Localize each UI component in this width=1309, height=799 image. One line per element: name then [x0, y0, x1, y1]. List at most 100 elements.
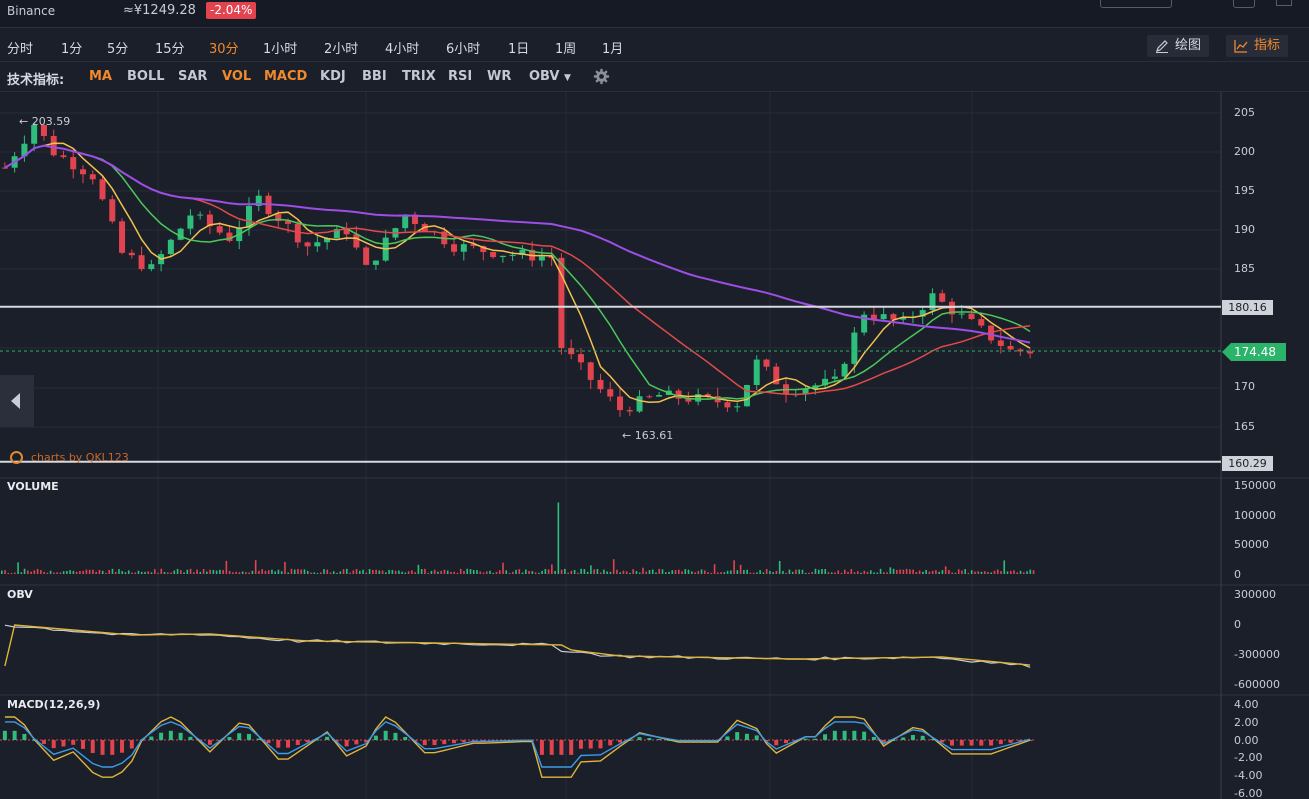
volume-bar — [863, 570, 866, 574]
candle-body — [743, 384, 750, 407]
candle-body — [958, 313, 965, 315]
volume-bar — [531, 571, 534, 574]
candle-body — [773, 366, 780, 385]
volume-bar — [830, 572, 833, 574]
volume-bar — [658, 568, 661, 574]
candle-body — [89, 174, 96, 180]
macd-histogram-bar — [422, 740, 427, 746]
macd-histogram-bar — [637, 737, 642, 740]
chart-area[interactable] — [0, 92, 1309, 799]
indicator-wr[interactable]: WR — [487, 69, 512, 84]
volume-bar — [411, 570, 413, 574]
tab-timeframe[interactable]: 1月 — [602, 42, 624, 57]
volume-bar — [674, 570, 677, 574]
volume-bar — [101, 570, 104, 574]
volume-bar — [717, 572, 719, 574]
indicator-bbi[interactable]: BBI — [362, 69, 387, 84]
volume-bar — [668, 571, 670, 574]
volume-bar — [446, 570, 449, 574]
indicator-ma[interactable]: MA — [89, 69, 112, 84]
candle-body — [870, 314, 877, 320]
fullscreen-icon[interactable] — [1233, 0, 1255, 8]
indicator-button[interactable]: 指标 — [1226, 35, 1289, 57]
tab-timeframe[interactable]: 1小时 — [263, 42, 298, 57]
volume-bar — [730, 570, 732, 574]
volume-bar — [970, 570, 973, 574]
volume-bar — [694, 572, 696, 574]
candle-body — [685, 398, 692, 402]
tick-label: 0 — [1234, 618, 1241, 631]
volume-bar — [121, 571, 124, 574]
volume-bar — [541, 570, 543, 574]
indicator-boll[interactable]: BOLL — [127, 69, 165, 84]
volume-bar — [616, 569, 618, 574]
candle-body — [177, 228, 184, 240]
volume-bar — [525, 569, 527, 574]
scroll-left-button[interactable] — [0, 375, 34, 427]
volume-bar — [935, 570, 937, 574]
volume-bar — [840, 572, 843, 574]
macd-histogram-bar — [559, 740, 564, 755]
star-icon[interactable] — [1276, 0, 1292, 6]
macd-histogram-bar — [325, 736, 330, 740]
tab-timeframe[interactable]: 1分 — [61, 42, 83, 57]
macd-histogram-bar — [725, 736, 730, 740]
timeframe-bar: 分时 1分 5分 15分 30分 1小时 2小时 4小时 6小时 1日 1周 1… — [0, 30, 1309, 62]
volume-bar — [515, 569, 517, 574]
indicator-vol[interactable]: VOL — [222, 69, 252, 84]
tick-label: -2.00 — [1234, 751, 1263, 764]
tab-timeframe[interactable]: 4小时 — [385, 42, 420, 57]
volume-bar — [726, 570, 729, 574]
volume-bar — [235, 571, 237, 574]
indicator-trix[interactable]: TRIX — [402, 69, 436, 84]
draw-button[interactable]: 绘图 — [1147, 35, 1210, 57]
top-settings-button[interactable] — [1100, 0, 1172, 8]
tab-timeframe[interactable]: 分时 — [7, 42, 34, 57]
volume-bar — [866, 571, 869, 574]
volume-bar — [791, 571, 794, 574]
tick-label: 195 — [1234, 184, 1255, 197]
macd-histogram-bar — [207, 740, 212, 745]
volume-bar — [254, 560, 257, 574]
macd-histogram-bar — [461, 740, 466, 743]
volume-bar — [687, 569, 690, 574]
volume-bar — [362, 569, 364, 574]
indicator-sar[interactable]: SAR — [178, 69, 208, 84]
volume-bar — [645, 571, 648, 574]
macd-histogram-bar — [901, 737, 906, 740]
ma20-line — [4, 144, 1031, 396]
indicator-rsi[interactable]: RSI — [448, 69, 473, 84]
ma5-line — [4, 142, 1031, 403]
volume-bar — [375, 569, 377, 574]
candle-body — [480, 246, 487, 253]
volume-bar — [323, 569, 325, 574]
indicator-obv-dropdown[interactable]: OBV ▼ — [529, 69, 571, 84]
tab-timeframe[interactable]: 1日 — [508, 42, 530, 57]
tab-timeframe[interactable]: 15分 — [155, 42, 185, 57]
volume-bar — [440, 570, 442, 574]
volume-bar — [443, 569, 446, 574]
candle-body — [617, 396, 624, 411]
candle-body — [900, 317, 907, 320]
tab-timeframe-active[interactable]: 30分 — [209, 42, 239, 57]
volume-bar — [241, 571, 244, 574]
volume-bar — [342, 569, 345, 574]
volume-bar — [870, 570, 872, 574]
gear-icon[interactable] — [593, 68, 610, 85]
tab-timeframe[interactable]: 5分 — [107, 42, 129, 57]
ma60-line — [4, 144, 1031, 344]
macd-histogram-bar — [735, 732, 740, 740]
volume-bar — [225, 560, 228, 574]
volume-bar — [27, 570, 29, 574]
tab-timeframe[interactable]: 1周 — [555, 42, 577, 57]
tab-timeframe[interactable]: 6小时 — [446, 42, 481, 57]
indicator-macd[interactable]: MACD — [264, 69, 308, 84]
volume-bar — [772, 572, 774, 574]
volume-bar — [638, 572, 641, 574]
indicator-kdj[interactable]: KDJ — [320, 69, 346, 84]
tab-timeframe[interactable]: 2小时 — [324, 42, 359, 57]
volume-bar — [808, 572, 810, 574]
candle-body — [304, 242, 311, 247]
volume-bar — [485, 571, 488, 574]
indicator-bar: 技术指标: MA BOLL SAR VOL MACD KDJ BBI TRIX … — [0, 63, 1309, 92]
